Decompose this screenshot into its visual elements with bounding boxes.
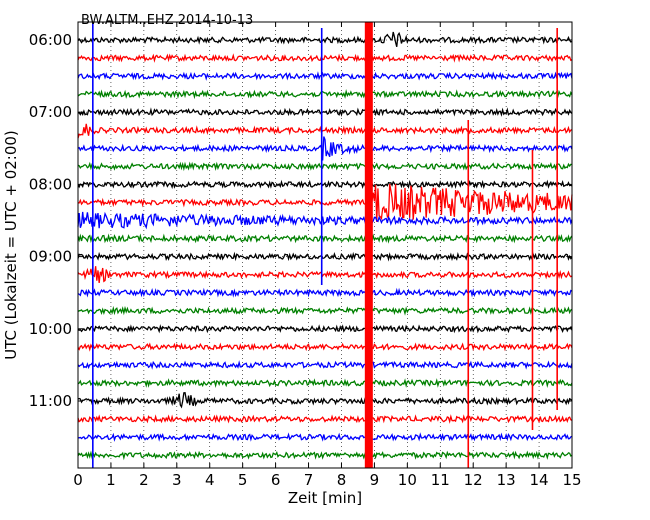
x-tick-label: 10 [398, 471, 417, 489]
x-tick-label: 14 [530, 471, 549, 489]
trace-06:00 [77, 31, 573, 47]
trace-07:30 [77, 136, 573, 161]
x-tick-label: 4 [205, 471, 215, 489]
x-tick-label: 15 [562, 471, 581, 489]
trace-07:00 [77, 107, 573, 117]
x-tick-label: 6 [271, 471, 281, 489]
trace-10:15 [77, 342, 573, 352]
trace-08:45 [77, 233, 573, 244]
seismic-traces [77, 31, 573, 461]
x-tick-label: 1 [106, 471, 116, 489]
x-tick-label: 11 [431, 471, 450, 489]
trace-11:30 [77, 432, 573, 442]
chart-title: BW.ALTM..EHZ 2014-10-13 [81, 13, 253, 28]
y-tick-label: 10:00 [29, 320, 72, 338]
trace-06:45 [77, 89, 573, 100]
y-tick-label: 08:00 [29, 175, 72, 193]
y-tick-label: 11:00 [29, 392, 72, 410]
trace-09:15 [77, 266, 573, 283]
y-tick-label: 07:00 [29, 103, 72, 121]
x-tick-label: 5 [238, 471, 248, 489]
y-axis-label: UTC (Lokalzeit = UTC + 02:00) [2, 130, 20, 360]
x-axis-label: Zeit [min] [288, 489, 362, 507]
trace-07:15 [77, 123, 573, 139]
x-tick-label: 7 [304, 471, 314, 489]
event-overlay [92, 22, 558, 468]
trace-11:00 [77, 391, 573, 409]
x-axis-ticks: 0 1 2 3 4 5 6 7 8 9 10 11 12 13 14 15 [73, 22, 582, 489]
trace-11:45 [77, 450, 573, 461]
trace-09:00 [77, 251, 573, 262]
trace-07:45 [77, 161, 573, 172]
trace-09:30 [77, 287, 573, 298]
trace-06:15 [77, 53, 573, 63]
x-tick-label: 2 [139, 471, 149, 489]
x-tick-label: 0 [73, 471, 83, 489]
y-tick-label: 06:00 [29, 31, 72, 49]
x-tick-label: 9 [370, 471, 380, 489]
trace-11:15 [77, 414, 573, 424]
x-tick-label: 8 [337, 471, 347, 489]
y-tick-label: 09:00 [29, 248, 72, 266]
trace-08:00 [77, 179, 573, 190]
trace-06:30 [77, 71, 573, 81]
trace-08:30 [77, 211, 573, 230]
y-axis-ticks: 06:00 07:00 08:00 09:00 10:00 11:00 [29, 31, 572, 410]
trace-09:45 [77, 305, 573, 316]
x-tick-label: 3 [172, 471, 182, 489]
trace-08:15 [77, 183, 573, 222]
trace-10:30 [77, 360, 573, 370]
plot-frame [77, 21, 573, 469]
trace-10:00 [77, 324, 573, 334]
x-tick-label: 12 [464, 471, 483, 489]
x-tick-label: 13 [497, 471, 516, 489]
trace-10:45 [77, 378, 573, 388]
